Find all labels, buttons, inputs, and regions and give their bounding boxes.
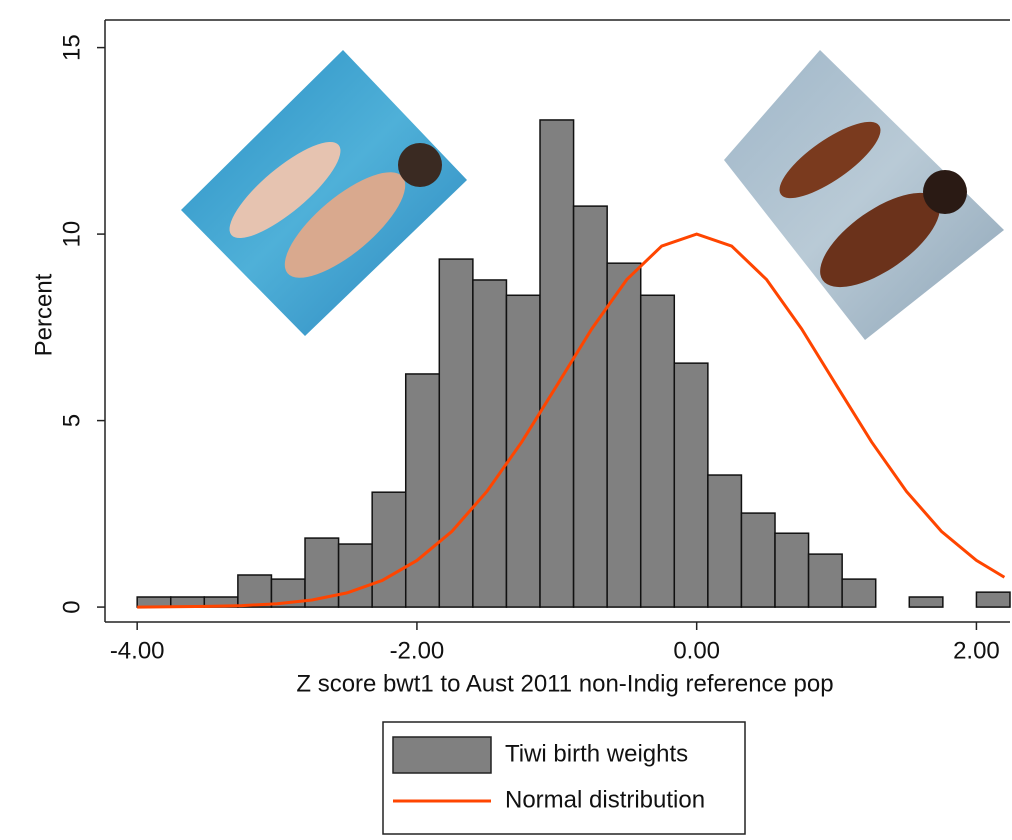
bar: [674, 363, 708, 607]
photo-right: [724, 50, 1004, 340]
legend-label: Normal distribution: [505, 786, 705, 813]
x-tick-label: -2.00: [390, 637, 445, 664]
bar: [372, 492, 406, 607]
bar: [506, 295, 540, 607]
x-tick-label: -4.00: [110, 637, 165, 664]
legend-swatch: [393, 737, 491, 773]
bar: [607, 263, 641, 607]
bar: [406, 374, 440, 607]
bar: [842, 579, 876, 607]
bar: [741, 513, 775, 607]
bar: [909, 597, 943, 607]
y-tick-label: 5: [58, 414, 85, 427]
bar: [238, 575, 272, 607]
photo-left: [181, 50, 467, 336]
y-tick-label: 0: [58, 600, 85, 613]
bar: [339, 544, 373, 607]
bar: [708, 475, 742, 607]
bar: [574, 206, 608, 607]
x-tick-label: 0.00: [673, 637, 720, 664]
y-tick-label: 15: [58, 34, 85, 61]
bar: [775, 533, 809, 607]
bar: [641, 295, 675, 607]
y-tick-label: 10: [58, 221, 85, 248]
chart: 0 5 10 15 -4.00 -2.00 0.00 2.00 Tiwi birth weig…: [0, 0, 1012, 840]
legend-label: Tiwi birth weights: [505, 740, 688, 767]
y-axis-title: Percent: [30, 273, 57, 356]
bar: [540, 120, 574, 607]
x-tick-label: 2.00: [953, 637, 1000, 664]
x-axis-title: Z score bwt1 to Aust 2011 non-Indig refe…: [296, 670, 833, 697]
bar: [473, 280, 507, 607]
bar: [809, 554, 843, 607]
bar: [976, 592, 1010, 607]
bar: [439, 259, 473, 607]
legend: Tiwi birth weights Normal distribution: [383, 722, 745, 834]
